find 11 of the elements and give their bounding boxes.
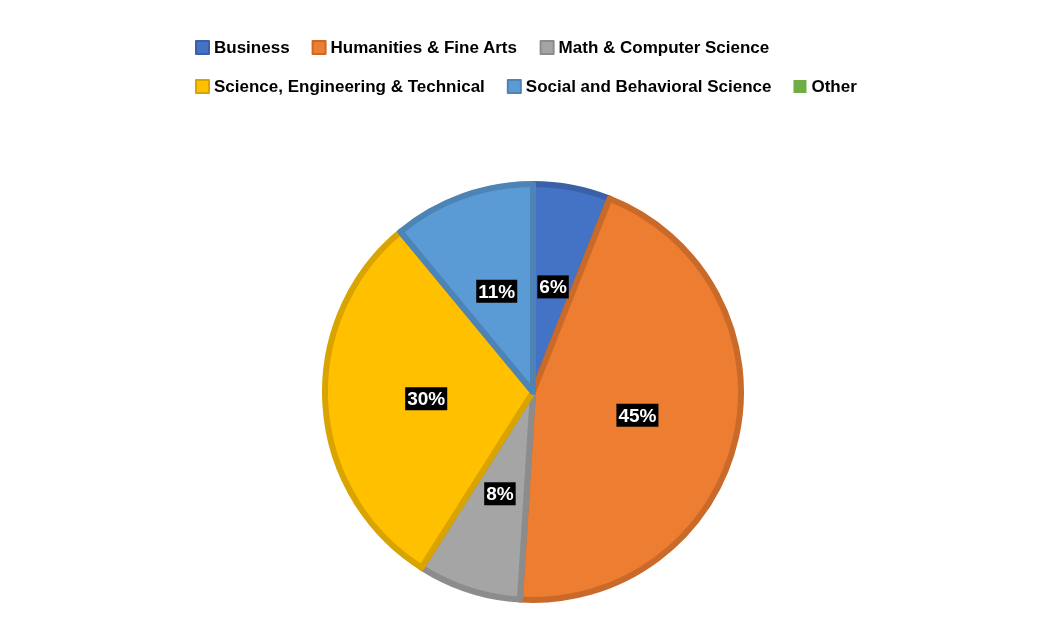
- data-label: 8%: [486, 483, 514, 505]
- data-label: 11%: [478, 280, 516, 302]
- data-label: 45%: [618, 404, 657, 426]
- legend-label: Social and Behavioral Science: [525, 77, 772, 96]
- legend-label: Science, Engineering & Technical: [214, 77, 485, 96]
- data-label: 6%: [539, 276, 567, 298]
- legend-label: Business: [214, 38, 290, 57]
- legend-label: Math & Computer Science: [558, 38, 770, 57]
- legend-label: Humanities & Fine Arts: [330, 38, 517, 57]
- data-label: 30%: [407, 388, 446, 410]
- legend-label: Other: [811, 77, 858, 96]
